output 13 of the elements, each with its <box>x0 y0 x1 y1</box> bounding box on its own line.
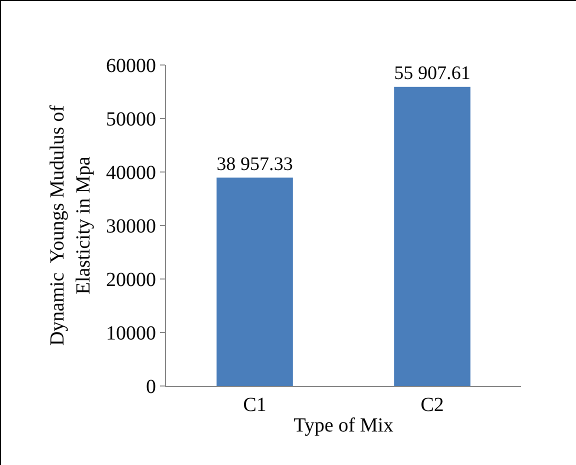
x-tick-label: C2 <box>420 394 444 416</box>
y-tick-label: 20000 <box>106 269 156 291</box>
y-tick-label: 10000 <box>106 322 156 344</box>
y-tick-label: 50000 <box>106 108 156 130</box>
x-axis-title: Type of Mix <box>294 414 394 436</box>
data-label: 55 907.61 <box>394 63 470 84</box>
x-tick-label: C1 <box>243 394 266 416</box>
y-axis-title: Dynamic Youngs Mudulus of Elasticity in Mpa <box>46 104 94 346</box>
y-tick-label: 0 <box>146 376 156 398</box>
y-tick-label: 30000 <box>106 216 156 238</box>
y-tick-label: 40000 <box>106 162 156 184</box>
data-label: 38 957.33 <box>216 154 293 175</box>
y-tick-label: 60000 <box>106 55 156 77</box>
